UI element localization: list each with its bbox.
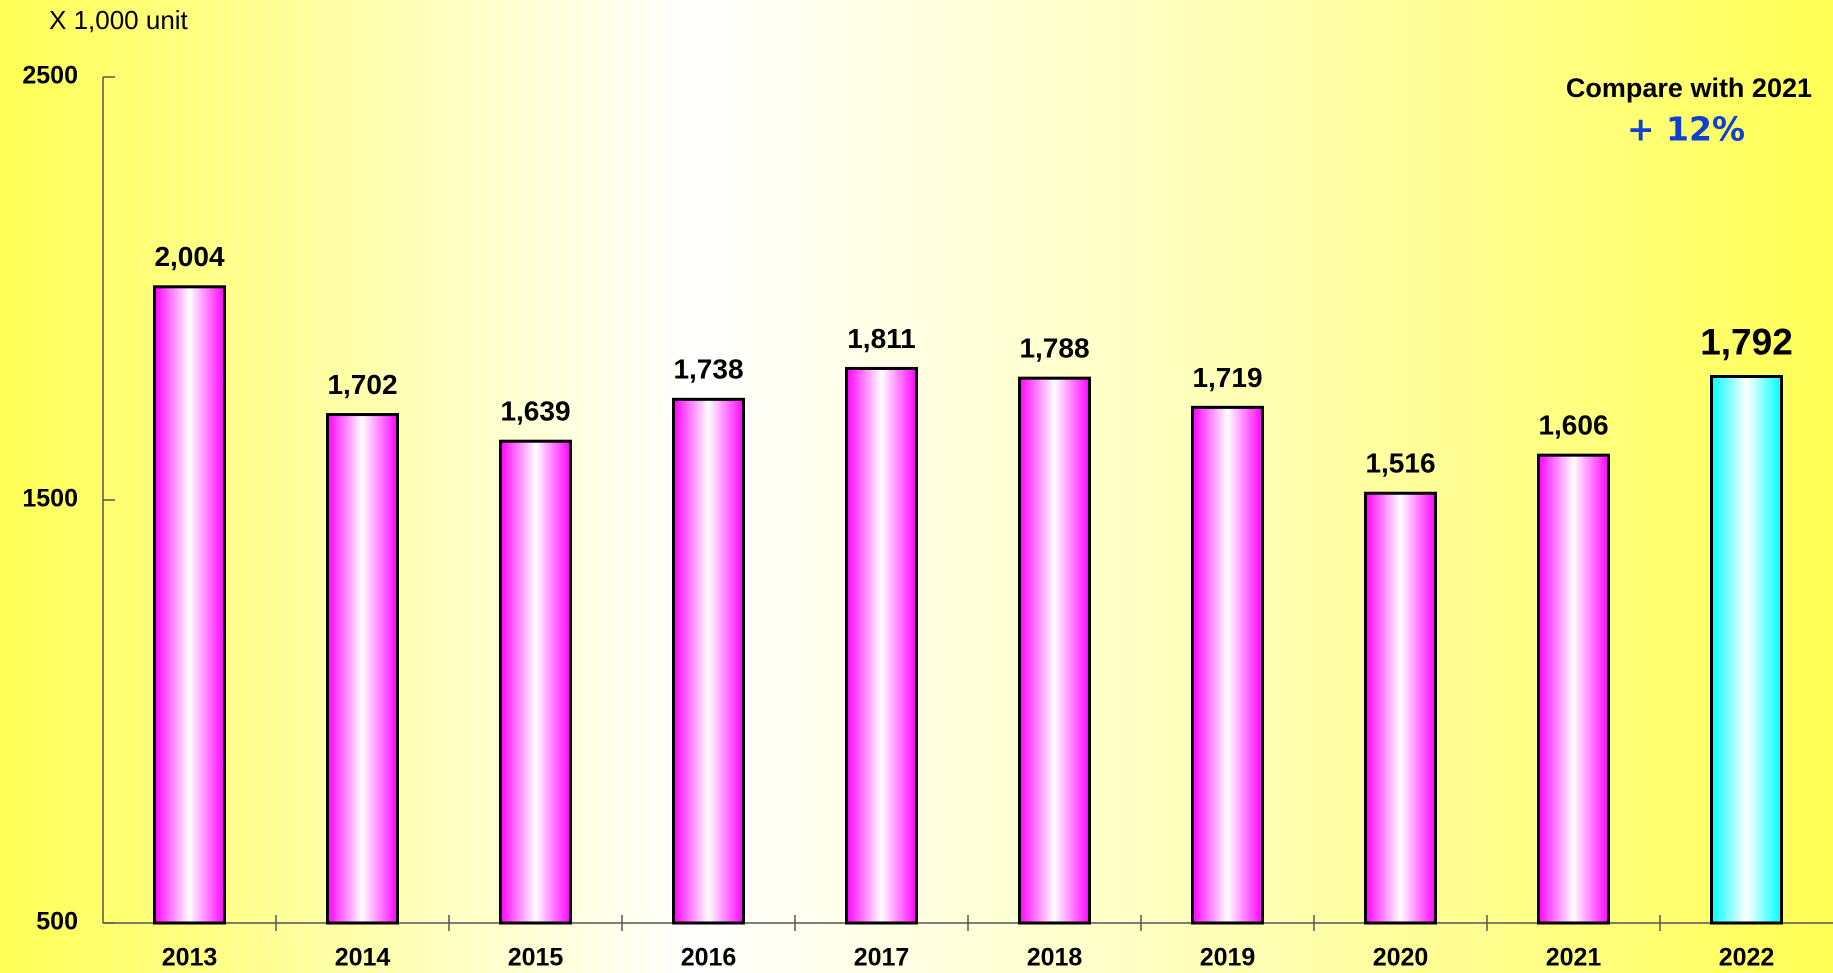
value-label: 1,702: [327, 369, 397, 400]
value-label: 1,811: [847, 323, 916, 354]
bar: [1710, 374, 1783, 925]
bar: [1191, 405, 1264, 925]
x-tick-label: 2015: [508, 944, 564, 972]
x-tick-label: 2021: [1546, 944, 1602, 972]
bar: [1537, 453, 1610, 925]
x-tick-label: 2019: [1200, 944, 1256, 972]
bar: [1364, 491, 1437, 925]
bar: [499, 439, 572, 925]
x-tick-label: 2013: [162, 944, 218, 972]
y-axis-label: X 1,000 unit: [49, 5, 189, 35]
x-tick-label: 2020: [1373, 944, 1429, 972]
bar: [1018, 376, 1091, 925]
bar: [845, 366, 918, 925]
value-label: 1,606: [1538, 410, 1608, 441]
value-label: 1,516: [1365, 448, 1435, 479]
annotation: Compare with 2021: [1566, 73, 1812, 103]
x-tick-label: 2017: [854, 944, 910, 972]
value-label: 2,004: [154, 241, 224, 272]
value-label: 1,738: [673, 354, 743, 385]
y-tick-label: 2500: [22, 62, 78, 90]
x-tick-label: 2018: [1027, 944, 1083, 972]
bar: [326, 413, 399, 925]
value-label: 1,788: [1019, 333, 1089, 364]
y-tick-label: 1500: [22, 485, 78, 513]
bar: [672, 397, 745, 925]
bar: [153, 285, 226, 925]
value-label: 1,792: [1700, 321, 1793, 362]
annotation-value: + 12%: [1627, 110, 1745, 149]
x-tick-label: 2016: [681, 944, 737, 972]
x-tick-label: 2014: [335, 944, 391, 972]
value-label: 1,639: [500, 396, 570, 427]
value-label: 1,719: [1192, 362, 1262, 393]
x-tick-label: 2022: [1719, 944, 1775, 972]
y-tick-label: 500: [36, 908, 78, 936]
